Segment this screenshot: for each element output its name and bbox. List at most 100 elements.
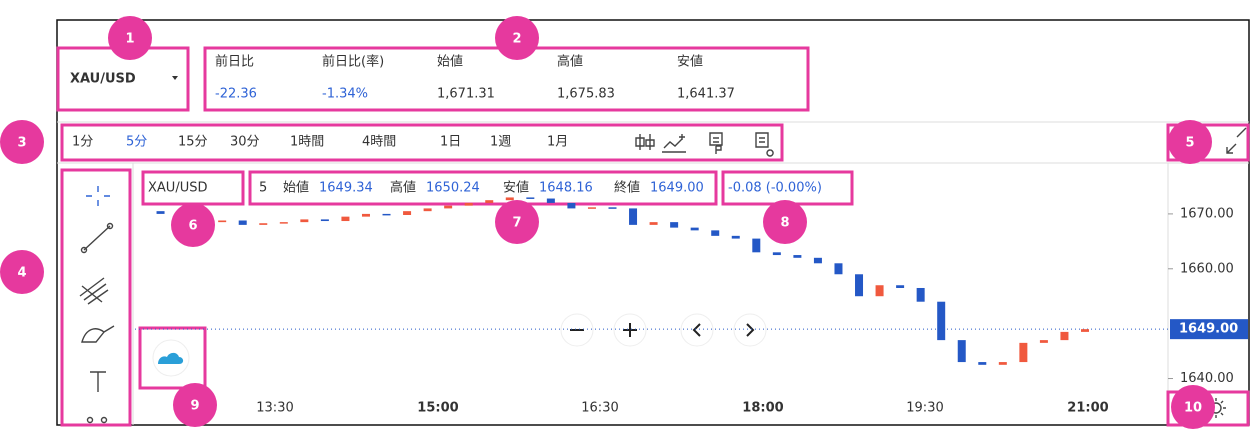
candle [279,222,288,224]
candle [937,301,946,341]
candle [505,197,514,201]
annotation-boxes [56,46,1250,427]
candle [526,197,535,199]
price-tick-label: 1660.00 [1180,261,1234,276]
annotation-number: 2 [512,32,521,47]
candle [423,208,432,212]
time-tick-label: 18:00 [742,401,783,416]
quote-label: 高値 [557,54,583,70]
annotation-number: 9 [190,399,199,414]
zoom-controls[interactable] [560,313,767,347]
candle [896,285,905,288]
price-tick-label: 1670.00 [1180,206,1234,221]
legend-label: 終値 [614,180,640,196]
candle [998,362,1007,365]
quote-label: 前日比 [215,54,254,70]
timeframe[interactable]: 1月 [547,135,568,150]
legend-label: 高値 [390,180,416,196]
candle [587,207,596,209]
candle [1039,340,1048,343]
legend-value: 1648.16 [539,181,593,196]
quote-value: -22.36 [215,87,257,102]
candle [916,287,925,302]
candle [649,222,658,225]
time-tick-label: 16:30 [581,401,618,416]
timeframe[interactable]: 1分 [72,135,93,150]
candle [1081,329,1089,332]
dropdown-arrow[interactable] [172,76,178,80]
legend-value: 1649.34 [319,181,373,196]
last-price-tag [1170,319,1248,340]
candle [772,252,781,256]
legend-label: 安値 [503,180,529,196]
annotation-number: 8 [780,216,789,231]
candle [608,207,617,209]
legend-value: 1650.24 [426,181,480,196]
candle [1019,342,1028,363]
candle [813,257,822,264]
annotation-number: 1 [125,32,134,47]
annotation-badge [495,16,539,60]
symbol[interactable]: XAU/USD [70,72,136,87]
annotation-badge [171,203,215,247]
candle [403,211,412,215]
candle [464,202,473,206]
timeframe[interactable]: 15分 [178,135,208,150]
annotation-number: 6 [188,219,197,234]
candle [711,230,720,236]
time-tick-label: 15:00 [417,401,458,416]
candle [978,362,987,365]
legend-label: 始値 [283,180,309,196]
legend-change: -0.08 (-0.00%) [728,181,822,196]
legend-value: 1649.00 [650,181,704,196]
drawing-tools[interactable] [79,186,115,424]
candle [259,223,268,225]
candle [218,220,227,223]
candle [567,202,576,209]
annotation-badge [0,120,44,164]
quote-value: 1,671.31 [437,87,495,102]
annotation-badge [173,383,217,427]
candle [300,219,309,223]
candle [361,213,370,217]
annotation-number: 4 [17,266,26,281]
candle [382,213,391,216]
quote-value: 1,675.83 [557,87,615,102]
candle [875,285,884,297]
candle [752,238,761,253]
candle [546,198,555,203]
candle [485,200,494,203]
annotation-badge [108,16,152,60]
candle [341,216,350,222]
annotation-badge [0,250,44,294]
timeframe[interactable]: 4時間 [362,135,396,150]
timeframe[interactable]: 1週 [490,135,511,150]
candle [855,274,864,297]
time-tick-label: 21:00 [1067,401,1108,416]
candle [444,205,453,209]
annotation-badge [1171,385,1215,429]
timeframe[interactable]: 1時間 [290,135,324,150]
quote-value: 1,641.37 [677,87,735,102]
annotation-badge [1168,120,1212,164]
candle [957,340,966,363]
price-tick-label: 1640.00 [1180,371,1234,386]
annotation-number: 5 [1185,136,1194,151]
logo-button[interactable] [152,339,190,377]
candle [670,222,679,228]
candle [834,263,843,275]
quote-label: 安値 [677,54,703,70]
timeframe[interactable]: 1日 [440,135,461,150]
annotation-number: 7 [512,216,521,231]
annotation-badge [763,200,807,244]
candle [1060,331,1069,341]
annotation-badge [495,200,539,244]
candle [793,255,802,258]
quote-label: 前日比(率) [322,54,384,70]
timeframe[interactable]: 5分 [126,135,147,150]
annotation-number: 10 [1184,401,1202,416]
timeframe[interactable]: 30分 [230,135,260,150]
toolbar-icons[interactable] [635,127,1247,157]
time-tick-label: 19:30 [906,401,943,416]
